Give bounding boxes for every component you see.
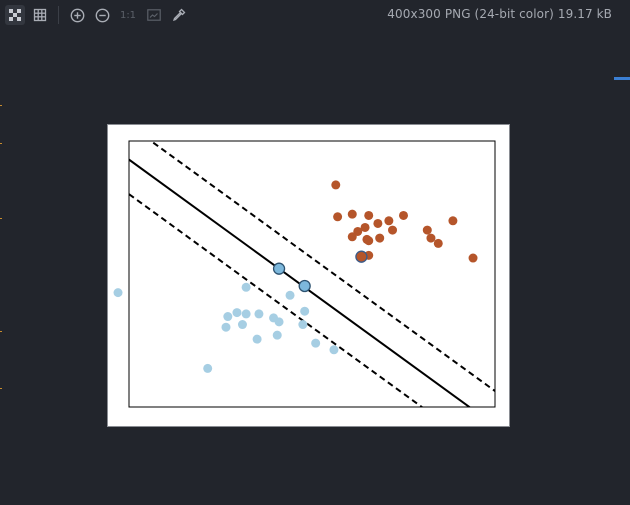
decision-boundary-line <box>129 158 472 407</box>
panel-accent-indicator <box>614 77 630 80</box>
data-point-class-a <box>422 225 432 235</box>
edge-marker <box>0 331 2 332</box>
data-point-class-b <box>241 282 251 292</box>
data-point-class-b <box>221 322 231 332</box>
data-point-class-b <box>252 334 262 344</box>
data-point-class-b <box>203 363 213 373</box>
support-vector <box>298 279 311 293</box>
data-point-class-b <box>237 320 247 330</box>
actual-size-button[interactable]: 1:1 <box>119 9 137 21</box>
edge-marker <box>0 388 2 389</box>
data-point-class-a <box>360 222 370 232</box>
data-point-class-a <box>448 216 458 226</box>
data-point-class-b <box>272 330 282 340</box>
data-point-class-a <box>399 210 408 220</box>
plot-axes-frame <box>128 140 496 408</box>
data-point-class-b <box>329 345 339 355</box>
margin-line-lower <box>129 193 424 407</box>
grid-icon[interactable] <box>30 5 50 25</box>
image-preview <box>107 124 510 427</box>
data-point-class-b <box>298 320 308 330</box>
data-point-class-b <box>241 309 251 319</box>
support-vector <box>355 250 368 263</box>
edge-marker <box>0 218 2 219</box>
data-point-class-a <box>364 210 374 220</box>
support-vector <box>272 262 286 275</box>
data-point-class-a <box>331 180 341 190</box>
zoom-out-icon[interactable] <box>92 5 112 25</box>
svm-scatter-plot <box>113 140 496 408</box>
viewer-toolbar: 1:1 400x300 PNG (24-bit color) 19.17 kB <box>0 0 630 30</box>
data-point-class-a <box>433 238 443 248</box>
data-point-class-a <box>375 233 385 243</box>
toolbar-separator <box>58 6 59 24</box>
data-point-class-b <box>300 306 310 316</box>
data-point-class-b <box>232 308 242 318</box>
data-point-class-b <box>254 309 264 319</box>
data-point-class-b <box>311 338 321 348</box>
data-point-class-b <box>113 288 123 298</box>
data-point-class-a <box>426 233 436 243</box>
data-point-class-b <box>274 317 284 327</box>
data-point-class-a <box>333 212 343 222</box>
fit-icon[interactable] <box>144 5 164 25</box>
data-point-class-a <box>373 218 383 228</box>
zoom-in-icon[interactable] <box>67 5 87 25</box>
edge-marker <box>0 143 2 144</box>
data-point-class-b <box>285 290 295 300</box>
data-point-class-a <box>347 232 357 242</box>
margin-line-upper <box>149 141 495 392</box>
eyedropper-icon[interactable] <box>169 5 189 25</box>
data-point-class-a <box>388 225 398 235</box>
data-point-class-a <box>364 236 374 246</box>
data-point-class-b <box>223 312 233 322</box>
edge-marker <box>0 105 2 106</box>
file-info: 400x300 PNG (24-bit color) 19.17 kB <box>387 7 612 21</box>
data-point-class-a <box>384 216 394 226</box>
checker-icon[interactable] <box>5 5 25 25</box>
data-point-class-a <box>347 209 357 219</box>
data-point-class-a <box>468 253 478 263</box>
